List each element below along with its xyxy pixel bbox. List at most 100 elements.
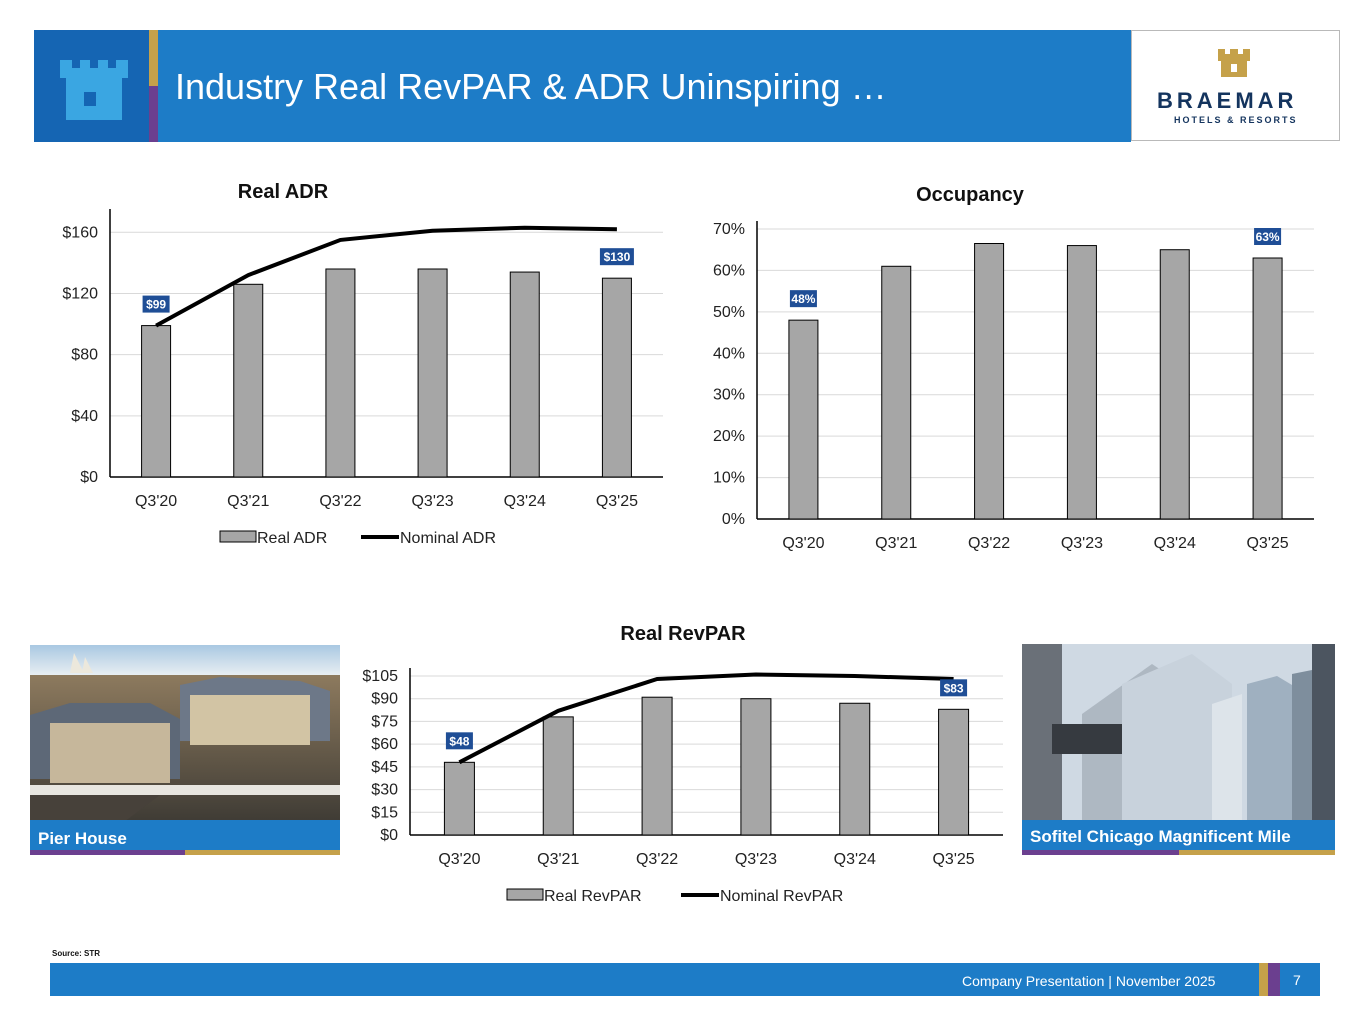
caption-sofitel: Sofitel Chicago Magnificent Mile [1030, 827, 1291, 846]
brand-subtitle: HOTELS & RESORTS [1174, 115, 1298, 125]
data-label: $83 [940, 679, 968, 697]
y-tick-label: $0 [380, 827, 398, 844]
x-tick-label: Q3'25 [596, 493, 638, 510]
bar [141, 325, 172, 478]
legend-swatch-bar [506, 888, 544, 901]
footer-bar [50, 963, 1320, 996]
legend-label-line: Nominal RevPAR [720, 888, 843, 905]
x-tick-label: Q3'25 [932, 851, 974, 868]
bar [601, 277, 632, 478]
y-tick-label: $30 [371, 782, 398, 799]
y-tick-label: $40 [71, 408, 98, 425]
data-label: $48 [445, 732, 473, 750]
data-label: 48% [789, 290, 817, 308]
y-tick-label: $105 [362, 668, 398, 685]
legend-label-bar: Real RevPAR [544, 888, 642, 905]
pier-house-illustration [30, 645, 340, 825]
y-tick-label: 50% [713, 304, 745, 321]
data-label-box [142, 295, 170, 313]
data-label-text: $130 [604, 250, 631, 264]
x-tick-label: Q3'22 [636, 851, 678, 868]
bar [740, 698, 772, 836]
bar [788, 319, 819, 520]
caption-stripe-purple-right [1022, 850, 1179, 855]
data-label-box [445, 732, 473, 750]
y-tick-label: 20% [713, 428, 745, 445]
caption-pier-house: Pier House [38, 829, 127, 848]
bar [325, 268, 356, 478]
page-number: 7 [1293, 972, 1301, 988]
x-tick-label: Q3'20 [135, 493, 177, 510]
y-tick-label: 10% [713, 470, 745, 487]
y-tick-label: $0 [80, 469, 98, 486]
x-tick-label: Q3'21 [537, 851, 579, 868]
data-label-text: 63% [1256, 230, 1280, 244]
brand-name: BRAEMAR [1157, 88, 1298, 113]
bar [1159, 249, 1190, 520]
x-tick-label: Q3'21 [227, 493, 269, 510]
y-tick-label: 0% [722, 511, 745, 528]
x-tick-label: Q3'23 [735, 851, 777, 868]
caption-stripe-gold-right [1179, 850, 1335, 855]
legend-swatch-bar [219, 530, 257, 543]
photo-pier-house [30, 645, 340, 855]
bar [938, 708, 970, 836]
chart-title-real-adr: Real ADR [237, 181, 329, 203]
x-tick-label: Q3'20 [782, 535, 824, 552]
data-label-box [1254, 228, 1282, 245]
data-label: $99 [142, 295, 170, 313]
legend-label-bar: Real ADR [257, 530, 327, 547]
caption-stripe-purple [30, 850, 185, 855]
bar [1252, 257, 1283, 520]
x-tick-label: Q3'22 [968, 535, 1010, 552]
bar [443, 761, 475, 836]
brand-logo [1131, 30, 1340, 141]
bar [542, 716, 574, 836]
y-tick-label: $75 [371, 713, 398, 730]
caption-stripe-gold [185, 850, 340, 855]
x-tick-label: Q3'21 [875, 535, 917, 552]
page-title: Industry Real RevPAR & ADR Uninspiring … [175, 66, 887, 107]
castle-brand-icon [1218, 49, 1250, 77]
nominal-line [458, 672, 954, 765]
chart-title-real-revpar: Real RevPAR [620, 623, 746, 645]
accent-gold [149, 30, 158, 86]
data-label: $130 [599, 248, 634, 266]
y-tick-label: 40% [713, 345, 745, 362]
bar [1066, 245, 1097, 520]
footer-accent-gold [1259, 963, 1268, 996]
bar [641, 696, 673, 836]
bar [509, 271, 540, 478]
x-tick-label: Q3'24 [834, 851, 876, 868]
data-label-text: $83 [944, 681, 964, 695]
y-tick-label: $80 [71, 347, 98, 364]
photo-sofitel-chicago [1022, 644, 1335, 854]
caption-bar-left [30, 820, 340, 850]
data-label: 63% [1254, 228, 1282, 245]
x-tick-label: Q3'24 [1154, 535, 1196, 552]
x-tick-label: Q3'20 [438, 851, 480, 868]
castle-logo-block [34, 30, 149, 142]
y-tick-label: 60% [713, 262, 745, 279]
data-label-text: $99 [146, 298, 166, 312]
castle-icon [60, 60, 128, 120]
data-label-box [789, 290, 817, 308]
sofitel-illustration [1022, 644, 1335, 854]
y-tick-label: $15 [371, 804, 398, 821]
bar [417, 268, 448, 478]
data-label-text: $48 [449, 734, 469, 748]
nominal-line [155, 225, 617, 328]
y-tick-label: $60 [371, 736, 398, 753]
x-tick-label: Q3'23 [411, 493, 453, 510]
legend-label-line: Nominal ADR [400, 530, 496, 547]
x-tick-label: Q3'24 [504, 493, 546, 510]
footer-text: Company Presentation | November 2025 [962, 973, 1216, 989]
y-tick-label: $160 [62, 224, 98, 241]
y-tick-label: $45 [371, 759, 398, 776]
source-note: Source: STR [52, 949, 101, 958]
data-label-box [599, 248, 634, 266]
y-tick-label: $120 [62, 285, 98, 302]
